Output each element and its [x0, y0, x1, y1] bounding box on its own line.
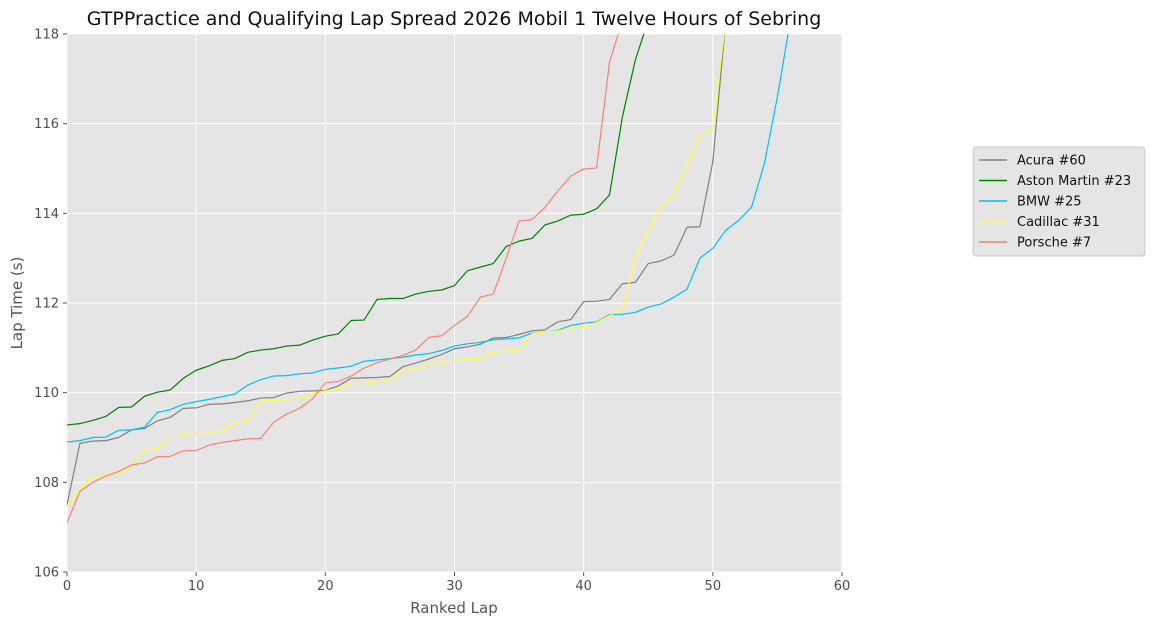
y-tick-label: 112: [34, 297, 59, 312]
y-axis-label: Lap Time (s): [8, 257, 26, 350]
legend-label-porsche-7: Porsche #7: [1017, 236, 1091, 251]
x-axis-label: Ranked Lap: [410, 599, 498, 617]
legend-label-aston-martin-23: Aston Martin #23: [1017, 174, 1131, 189]
legend-label-bmw-25: BMW #25: [1017, 195, 1082, 210]
y-tick-label: 116: [34, 117, 59, 132]
series-lines: [67, 34, 789, 523]
y-tick-label: 106: [34, 566, 59, 581]
series-line-porsche-7: [67, 34, 619, 523]
y-axis-ticks: 106 108 110 112 114 116 118: [34, 28, 67, 581]
x-tick-label: 60: [834, 579, 851, 594]
x-tick-label: 0: [63, 579, 71, 594]
y-tick-label: 118: [34, 28, 59, 43]
legend-label-acura-60: Acura #60: [1017, 154, 1086, 169]
x-tick-label: 50: [705, 579, 722, 594]
x-tick-label: 20: [317, 579, 334, 594]
legend: Acura #60 Aston Martin #23 BMW #25 Cadillac…: [972, 146, 1146, 257]
x-tick-label: 40: [575, 579, 592, 594]
series-line-cadillac-31: [67, 34, 725, 508]
x-tick-label: 30: [446, 579, 463, 594]
x-axis-ticks: 0 10 20 30 40 50 60: [63, 572, 850, 594]
y-tick-label: 110: [34, 386, 59, 401]
y-tick-label: 114: [34, 207, 59, 222]
y-tick-label: 108: [34, 476, 59, 491]
chart-title: GTPPractice and Qualifying Lap Spread 20…: [87, 8, 822, 30]
legend-box: [972, 146, 1146, 257]
series-line-aston-martin-23: [67, 34, 645, 426]
series-line-bmw-25: [67, 34, 789, 443]
series-line-acura-60: [67, 34, 726, 505]
legend-label-cadillac-31: Cadillac #31: [1017, 215, 1100, 230]
x-tick-label: 10: [188, 579, 205, 594]
